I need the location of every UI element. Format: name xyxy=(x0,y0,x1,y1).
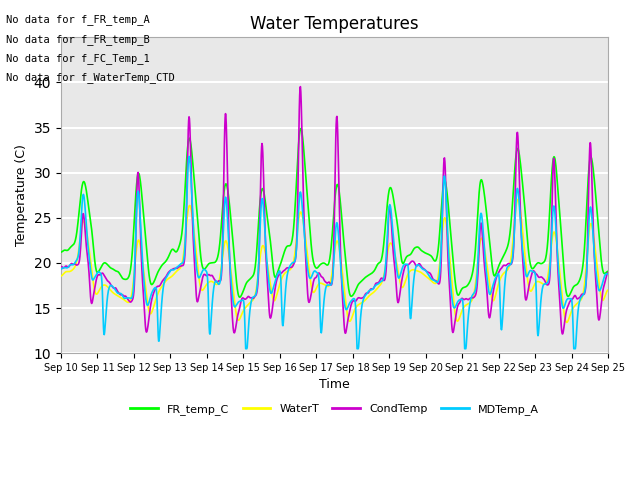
Y-axis label: Temperature (C): Temperature (C) xyxy=(15,144,28,246)
Title: Water Temperatures: Water Temperatures xyxy=(250,15,419,33)
Text: No data for f_FC_Temp_1: No data for f_FC_Temp_1 xyxy=(6,53,150,64)
Text: No data for f_WaterTemp_CTD: No data for f_WaterTemp_CTD xyxy=(6,72,175,83)
Text: No data for f_FR_temp_A: No data for f_FR_temp_A xyxy=(6,14,150,25)
Text: No data for f_FR_temp_B: No data for f_FR_temp_B xyxy=(6,34,150,45)
Legend: FR_temp_C, WaterT, CondTemp, MDTemp_A: FR_temp_C, WaterT, CondTemp, MDTemp_A xyxy=(126,400,543,420)
X-axis label: Time: Time xyxy=(319,378,350,392)
